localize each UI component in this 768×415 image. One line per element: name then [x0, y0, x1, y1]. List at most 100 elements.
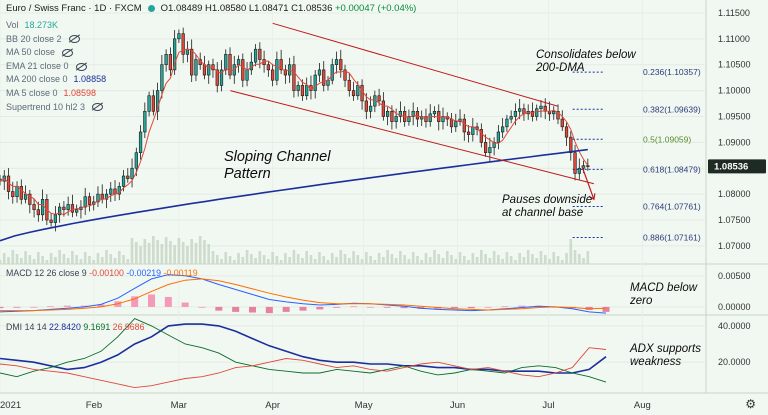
volume-bar [83, 252, 87, 264]
volume-bar [75, 255, 78, 264]
candle-body [245, 69, 249, 81]
ohlc-readout: O1.08489 H1.08580 L1.08471 C1.08536 +0.0… [161, 3, 417, 14]
volume-bar [177, 238, 181, 264]
candle-body [32, 204, 36, 210]
legend-label: MA 200 close 0 [6, 74, 68, 85]
candle-body [513, 110, 518, 117]
volume-bar [292, 250, 296, 264]
ohlc-change: +0.00047 (+0.04%) [335, 3, 417, 14]
arrow-head-icon [588, 193, 596, 201]
volume-bar [105, 250, 108, 264]
hidden-eye-icon[interactable] [75, 62, 87, 71]
candle-body [258, 48, 262, 60]
fib-label: 0.236(1.10357) [643, 67, 701, 77]
candle-body [28, 193, 32, 205]
volume-bar [37, 252, 40, 264]
volume-bar [454, 259, 458, 264]
price-tick-label: 1.11000 [718, 34, 750, 44]
volume-bar [433, 250, 436, 264]
macd-histogram-bar [265, 306, 273, 314]
legend-row[interactable]: Vol 18.273K [6, 19, 106, 33]
time-tick-label: Jul [542, 400, 554, 411]
volume-bar [245, 250, 249, 264]
candle-body [121, 175, 126, 187]
volume-bar [156, 240, 159, 264]
legend-row[interactable]: MA 200 close 0 1.08858 [6, 73, 106, 87]
volume-bar [96, 253, 100, 264]
candle-body [70, 204, 75, 213]
candle-body [317, 69, 322, 76]
price-tick-label: 1.08000 [718, 189, 751, 199]
volume-bar [573, 250, 577, 264]
macd-histogram-bar [366, 306, 374, 308]
symbol-title[interactable]: Euro / Swiss Franc · 1D · FXCM [6, 3, 142, 14]
candle-body [58, 206, 62, 216]
candle-body [190, 48, 194, 76]
candle-body [377, 95, 381, 102]
candle-body [224, 54, 228, 71]
candle-body [539, 105, 543, 110]
candle-body [177, 33, 181, 40]
indicator-legend: Vol 18.273K BB 20 close 2 MA 50 close EMA 21… [6, 19, 106, 114]
volume-bar [565, 253, 568, 264]
volume-bar [339, 250, 343, 264]
volume-bar [126, 259, 130, 264]
hidden-eye-icon[interactable] [92, 103, 104, 112]
volume-bar [152, 236, 155, 264]
volume-bar [19, 258, 23, 264]
time-tick-label: Jun [450, 400, 465, 411]
legend-label: BB 20 close 2 [6, 33, 62, 44]
candle-body [134, 152, 138, 169]
candle-body [322, 69, 326, 86]
volume-bar [360, 259, 364, 264]
time-tick-label: 2021 [0, 400, 21, 411]
volume-bar [484, 254, 487, 264]
candle-body [219, 69, 224, 86]
legend-row[interactable]: MA 5 close 0 1.08598 [6, 87, 106, 101]
volume-bar [215, 255, 219, 264]
macd-histogram-bar [451, 306, 459, 309]
dmi-tick-label: 40.0000 [718, 321, 751, 331]
candle-body [552, 110, 556, 115]
dmi-tick-label: 20.0000 [718, 357, 751, 367]
legend-row[interactable]: EMA 21 close 0 [6, 60, 106, 74]
legend-row[interactable]: MA 50 close [6, 46, 106, 60]
volume-bar [109, 254, 113, 264]
hidden-eye-icon[interactable] [68, 35, 80, 44]
time-tick-label: May [355, 400, 373, 411]
candle-body [441, 116, 445, 122]
macd-legend[interactable]: MACD 12 26 close 9 -0.00100 -0.00219 -0.… [6, 268, 198, 278]
volume-bar [347, 258, 351, 264]
volume-bar [173, 245, 176, 264]
volume-bar [467, 260, 470, 264]
candle-body [360, 85, 364, 102]
volume-bar [497, 255, 500, 264]
dmi-legend[interactable]: DMI 14 14 22.8420 9.1691 26.9686 [6, 322, 145, 332]
volume-bar [71, 251, 74, 264]
annotation-pauses: Pauses downside at channel base [502, 194, 593, 219]
annotation-macd: MACD below zero [630, 282, 698, 307]
legend-label: EMA 21 close 0 [6, 60, 69, 71]
legend-row[interactable]: BB 20 close 2 [6, 33, 106, 47]
volume-bar [228, 256, 232, 264]
volume-bar [450, 255, 453, 264]
settings-gear-icon[interactable]: ⚙ [745, 397, 756, 411]
time-tick-label: Apr [265, 400, 280, 411]
volume-bar [471, 253, 475, 264]
price-badge-label: 1.08536 [714, 161, 748, 172]
volume-bar [441, 258, 445, 264]
candle-body [117, 186, 121, 195]
volume-bar [403, 255, 406, 264]
candle-body [424, 116, 428, 122]
legend-label: MA 5 close 0 [6, 87, 58, 98]
candle-body [19, 186, 23, 200]
hidden-eye-icon[interactable] [62, 48, 74, 57]
volume-bar [377, 253, 381, 264]
volume-bar [330, 253, 334, 264]
legend-row[interactable]: Supertrend 10 hl2 3 [6, 101, 106, 115]
candle-body [496, 131, 500, 143]
macd-histogram-bar [232, 306, 240, 312]
candle-body [109, 188, 113, 195]
price-tick-label: 1.09000 [718, 137, 751, 147]
